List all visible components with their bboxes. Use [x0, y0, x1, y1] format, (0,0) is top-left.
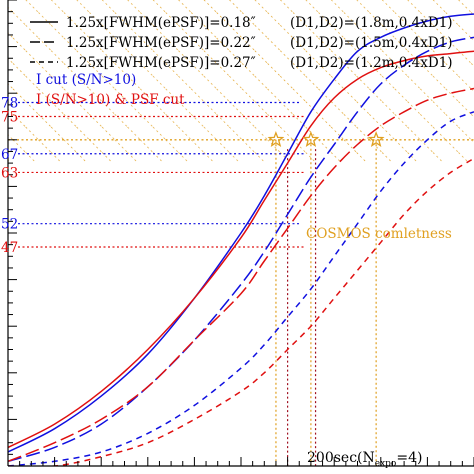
legend-config-1: (D1,D2)=(1.8m,0.4xD1) — [290, 15, 453, 31]
cut-legend-red: I (S/N>10) & PSF cut — [36, 92, 185, 108]
legend-config-3: (D1,D2)=(1.2m,0.4xD1) — [290, 55, 453, 71]
legend-label-3: 1.25x[FWHM(ePSF)]=0.27″ — [66, 55, 256, 71]
series-line — [8, 157, 474, 466]
y-tick-label: 52 — [1, 217, 18, 233]
legend: 1.25x[FWHM(ePSF)]=0.18″ (D1,D2)=(1.8m,0.… — [30, 15, 453, 108]
exposure-annotation-sub: expo — [375, 459, 397, 469]
completeness-star — [367, 130, 385, 147]
cosmos-completeness-label: COSMOS comletness — [306, 226, 452, 242]
legend-config-2: (D1,D2)=(1.5m,0.4xD1) — [290, 35, 453, 51]
legend-label-2: 1.25x[FWHM(ePSF)]=0.22″ — [66, 35, 256, 51]
legend-label-1: 1.25x[FWHM(ePSF)]=0.18″ — [66, 15, 256, 31]
series-line — [8, 36, 474, 463]
completeness-guides — [8, 101, 474, 466]
y-tick-label: 78 — [1, 96, 18, 112]
y-tick-label: 67 — [1, 147, 18, 163]
series-line — [8, 111, 474, 466]
completeness-stars — [267, 130, 385, 147]
series-layer — [8, 13, 474, 466]
exposure-annotation-prefix: 200sec(N — [307, 450, 375, 466]
completeness-star — [302, 131, 320, 147]
series-line — [8, 13, 474, 453]
y-tick-label: 47 — [1, 240, 18, 256]
series-line — [8, 87, 474, 462]
hatched-region — [8, 0, 474, 162]
series-line — [8, 50, 474, 449]
exposure-annotation: 200sec(Nexpo=4) — [307, 450, 422, 469]
completeness-star — [267, 130, 285, 147]
axis-ticks — [7, 0, 474, 467]
exposure-annotation-suffix: =4) — [396, 450, 422, 466]
y-tick-label: 63 — [1, 165, 18, 181]
cut-legend-blue: I cut (S/N>10) — [36, 72, 136, 88]
y-tick-label: 75 — [1, 110, 18, 126]
